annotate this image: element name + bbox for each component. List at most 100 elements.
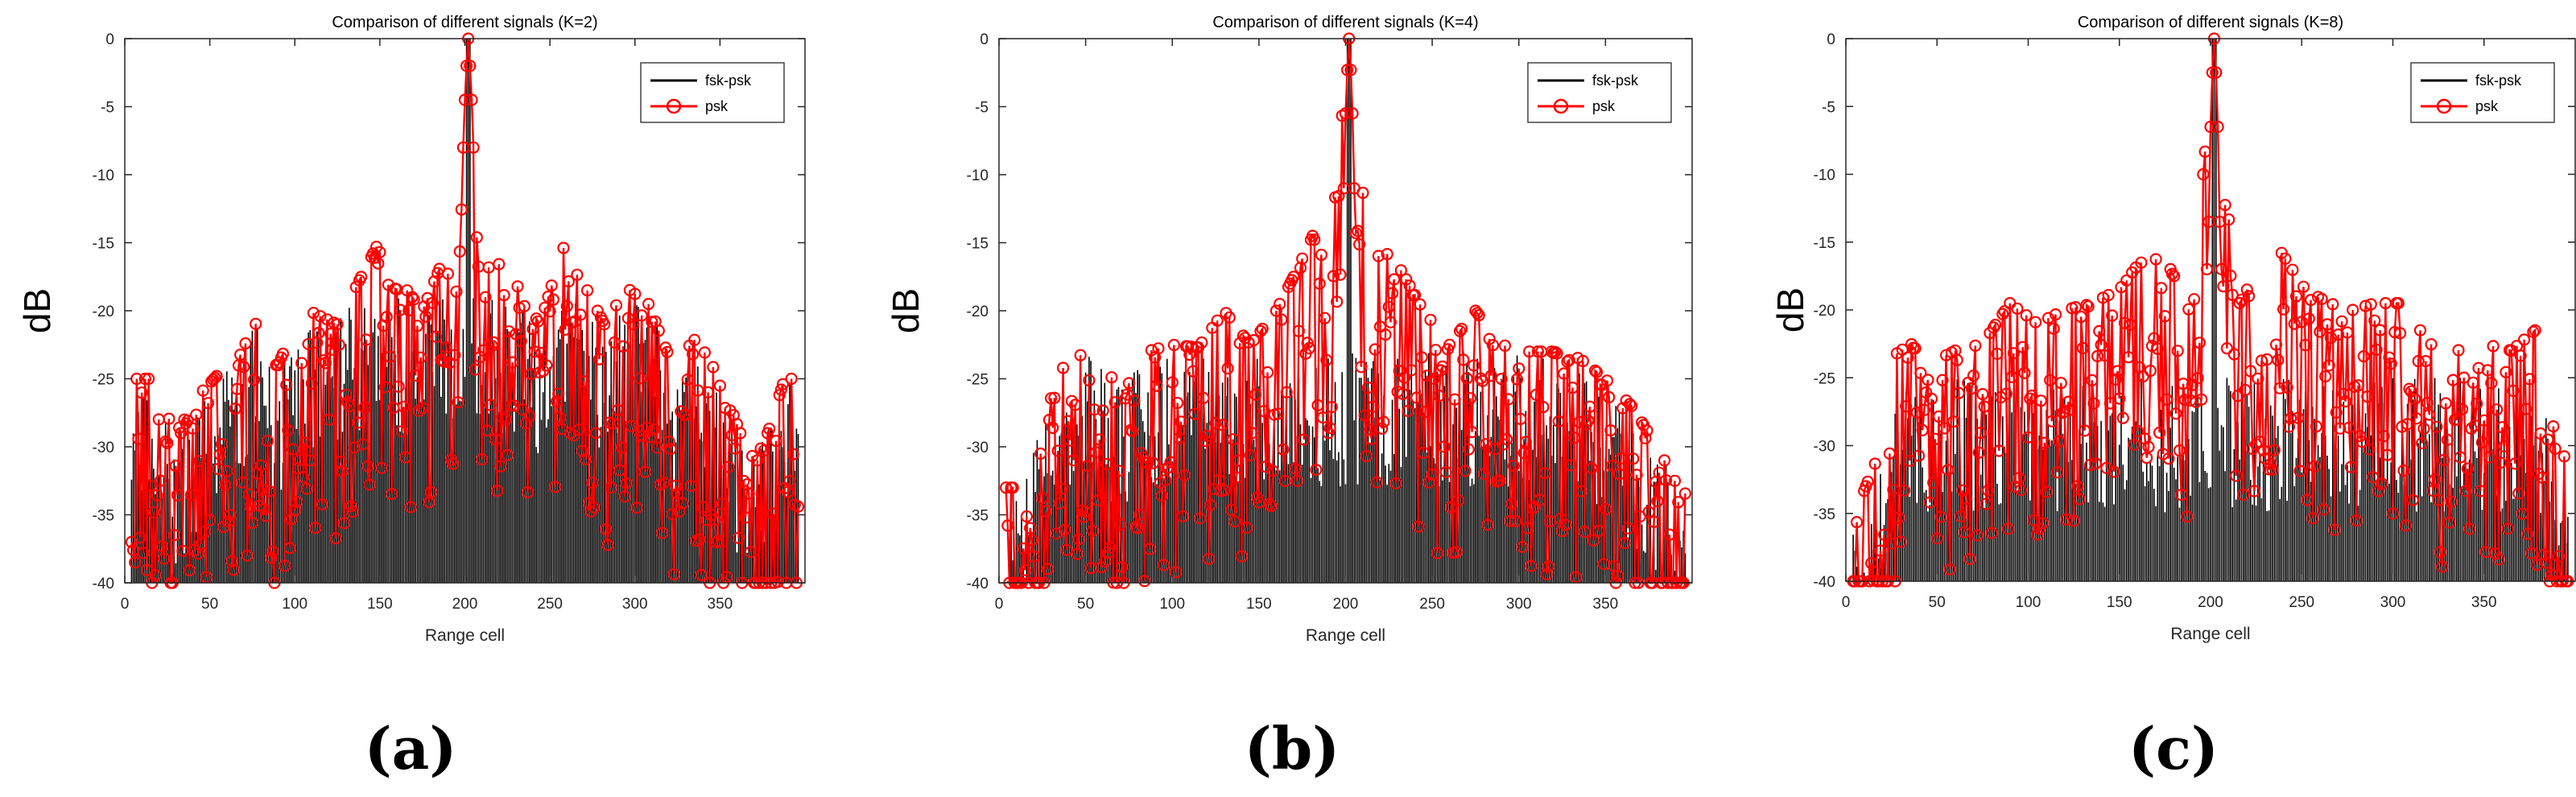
- psk-marker: [2158, 310, 2171, 323]
- y-tick-label: -30: [1814, 439, 1835, 456]
- psk-marker: [2461, 462, 2474, 475]
- psk-marker: [1310, 463, 1323, 477]
- psk-marker: [1894, 535, 1907, 548]
- psk-marker: [2231, 390, 2244, 403]
- psk-marker: [1576, 354, 1590, 368]
- psk-marker: [1495, 373, 1508, 386]
- psk-marker: [282, 423, 295, 437]
- psk-marker: [1100, 457, 1113, 471]
- psk-marker: [2445, 495, 2458, 508]
- psk-marker: [2135, 256, 2148, 269]
- psk-marker: [655, 527, 669, 539]
- psk-marker: [1462, 443, 1475, 456]
- x-tick-label: 300: [1506, 596, 1532, 613]
- psk-marker: [494, 460, 507, 473]
- psk-marker: [2471, 397, 2483, 411]
- psk-marker: [2182, 303, 2195, 316]
- psk-marker: [2013, 472, 2025, 485]
- psk-marker: [320, 313, 333, 326]
- psk-marker: [2175, 488, 2188, 502]
- psk-marker: [713, 379, 727, 392]
- psk-marker: [1486, 339, 1500, 352]
- psk-marker: [2403, 382, 2416, 395]
- psk-marker: [588, 501, 601, 514]
- psk-marker: [1559, 518, 1572, 531]
- y-tick-label: -5: [975, 100, 989, 117]
- psk-marker: [1923, 496, 1936, 509]
- x-tick-label: 0: [121, 596, 130, 613]
- psk-marker: [1334, 268, 1347, 281]
- psk-marker: [2204, 120, 2217, 134]
- psk-marker: [1910, 406, 1923, 419]
- psk-marker: [1505, 498, 1518, 510]
- psk-marker: [514, 335, 527, 348]
- psk-marker: [1257, 405, 1270, 418]
- psk-marker: [1173, 432, 1186, 444]
- psk-marker: [1418, 406, 1432, 419]
- psk-marker: [554, 411, 567, 424]
- psk-marker: [1265, 499, 1278, 513]
- psk-marker: [2292, 411, 2305, 424]
- psk-marker: [2533, 467, 2545, 481]
- psk-marker: [1457, 353, 1470, 366]
- psk-marker: [460, 60, 473, 72]
- psk-marker: [698, 346, 712, 359]
- psk-marker: [380, 311, 393, 324]
- psk-marker: [412, 404, 426, 417]
- psk-marker: [1143, 543, 1156, 555]
- psk-marker: [175, 427, 188, 440]
- psk-marker: [545, 279, 558, 292]
- psk-marker: [1269, 304, 1283, 317]
- psk-marker: [1483, 332, 1496, 345]
- psk-marker: [1453, 324, 1467, 337]
- psk-marker: [2100, 461, 2113, 474]
- psk-marker: [1909, 342, 1922, 355]
- psk-marker: [1925, 392, 1938, 405]
- psk-marker: [737, 474, 750, 488]
- psk-marker: [409, 369, 422, 382]
- psk-marker: [2002, 522, 2015, 535]
- legend-box: [1527, 62, 1672, 123]
- psk-marker: [239, 337, 252, 350]
- psk-marker: [429, 330, 443, 343]
- psk-marker: [1481, 518, 1494, 531]
- psk-marker: [1965, 382, 1978, 394]
- psk-marker: [1639, 432, 1652, 445]
- psk-marker: [1463, 392, 1477, 405]
- psk-marker: [1320, 353, 1333, 366]
- psk-marker: [519, 417, 533, 430]
- psk-marker: [1625, 399, 1638, 412]
- y-tick-label: -30: [93, 440, 114, 456]
- psk-marker: [1653, 466, 1666, 479]
- psk-marker: [1648, 515, 1661, 528]
- psk-marker: [571, 268, 584, 281]
- psk-marker: [1263, 498, 1276, 510]
- psk-marker: [2450, 413, 2463, 426]
- psk-marker: [1126, 425, 1139, 438]
- psk-marker: [2534, 427, 2547, 440]
- psk-marker: [1606, 459, 1619, 473]
- psk-marker: [2463, 522, 2476, 535]
- psk-marker: [1514, 412, 1527, 426]
- psk-marker: [1903, 454, 1916, 467]
- psk-marker: [1067, 454, 1080, 467]
- x-tick-label: 150: [2107, 594, 2132, 611]
- psk-marker: [1325, 401, 1338, 414]
- psk-marker: [2086, 374, 2099, 386]
- psk-marker: [1672, 496, 1685, 509]
- psk-marker: [2279, 252, 2292, 265]
- psk-marker: [1611, 569, 1624, 582]
- psk-marker: [2118, 316, 2132, 329]
- psk-marker: [426, 296, 440, 309]
- psk-marker: [739, 511, 752, 524]
- psk-marker: [171, 489, 184, 502]
- psk-marker: [630, 502, 643, 514]
- psk-marker: [1249, 388, 1262, 401]
- psk-marker: [1228, 515, 1241, 528]
- psk-marker: [1150, 379, 1163, 392]
- psk-marker: [1621, 522, 1635, 535]
- psk-marker: [535, 347, 548, 360]
- psk-marker: [1668, 474, 1682, 487]
- psk-marker: [2377, 430, 2390, 443]
- psk-marker: [1104, 541, 1117, 554]
